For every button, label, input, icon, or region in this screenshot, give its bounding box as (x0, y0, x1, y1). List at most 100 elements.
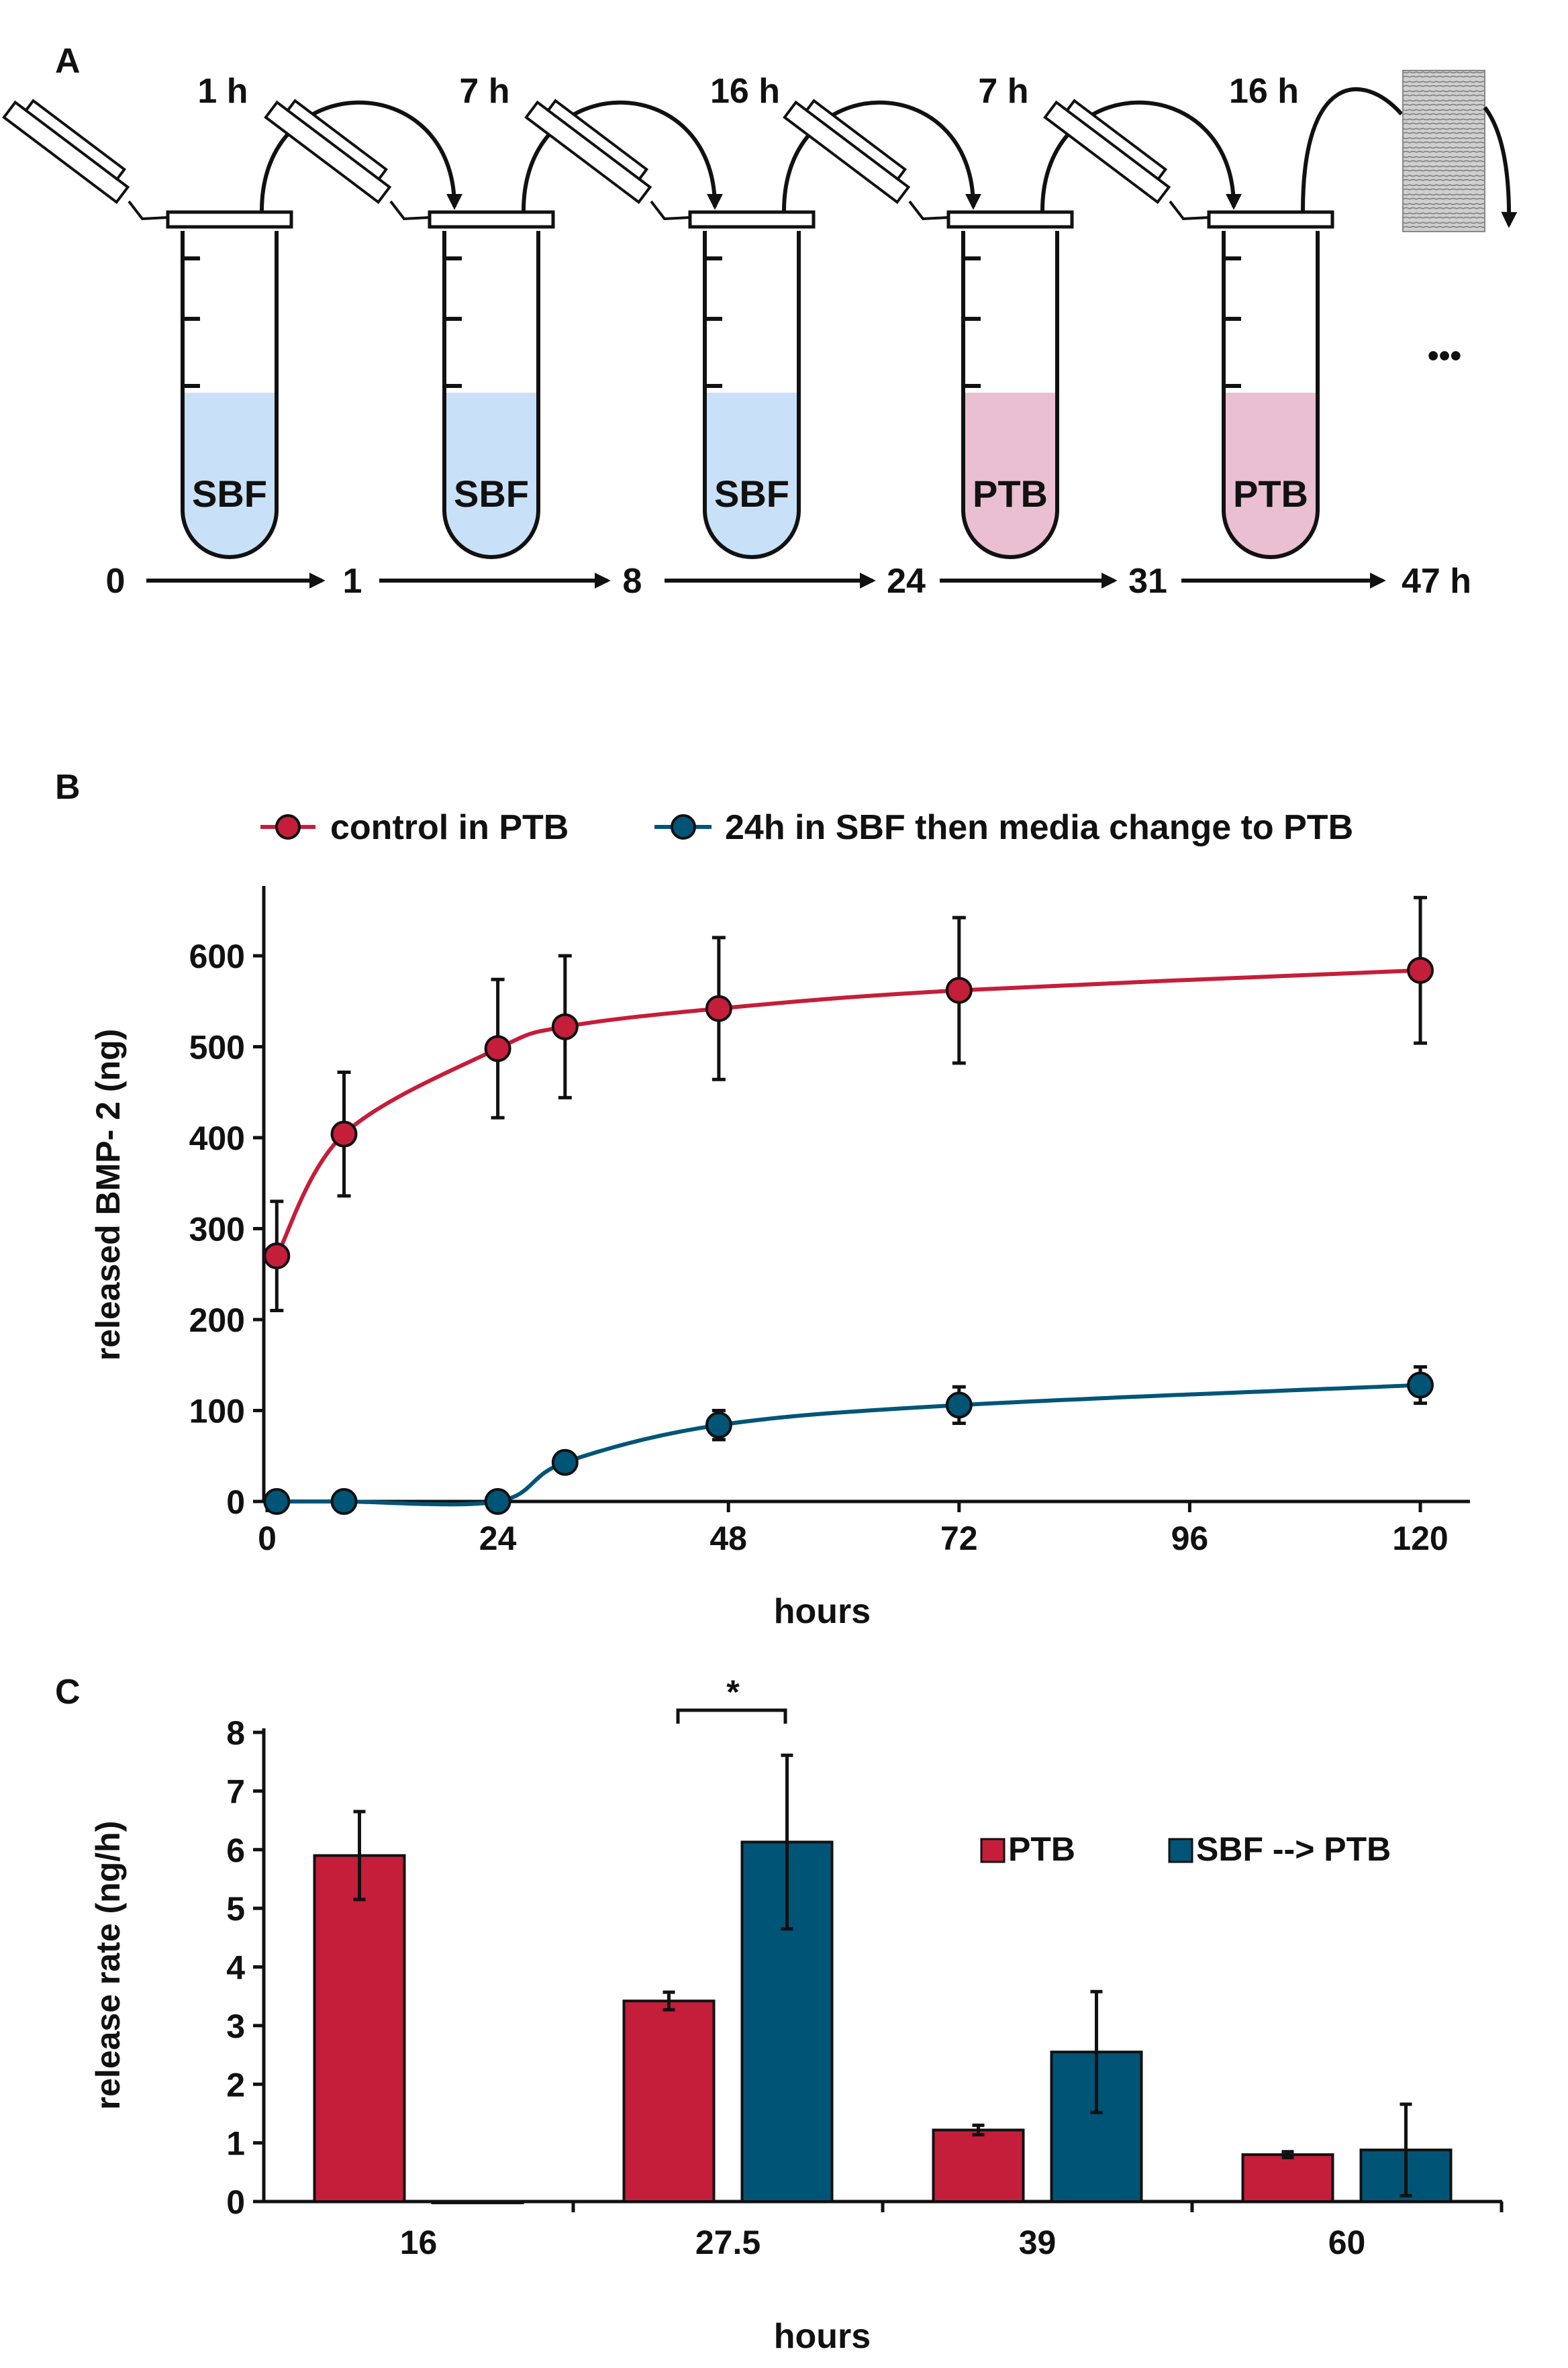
lid-hinge (128, 200, 168, 221)
significance-star: * (726, 1673, 740, 1711)
panel-b-label: B (55, 768, 81, 807)
c-y-tick-label: 3 (226, 2008, 245, 2045)
lid-hinge (650, 200, 691, 221)
tube-lid (2, 99, 130, 204)
c-y-tick-label: 4 (226, 1949, 245, 1987)
tube-body (181, 231, 279, 559)
b-data-point (330, 1488, 358, 1515)
tube-body (442, 231, 540, 559)
timeline-label: 24 (887, 562, 926, 601)
tube-liquid (1224, 393, 1318, 557)
duration-label: 1 h (197, 72, 248, 111)
ellipsis-text: ••• (1428, 338, 1461, 374)
panel-c: C 0 1 2 3 4 5 6 7 8 16 27.5 39 60 * PTB SBF --> PTB… (55, 1673, 1504, 2356)
transfer-arrow (522, 100, 723, 211)
tube-rim (166, 210, 293, 229)
tube-rim (688, 210, 816, 229)
b-data-point (330, 1120, 358, 1148)
lid-hinge (389, 200, 430, 221)
c-x-tick-label: 27.5 (695, 2224, 761, 2261)
timeline-label: 31 (1128, 562, 1167, 601)
tube-body (703, 231, 801, 559)
legend-b: control in PTB 24h in SBF then media cha… (260, 808, 1353, 847)
b-y-tick-label: 300 (189, 1211, 245, 1248)
b-plot-area (263, 895, 1434, 1515)
b-x-axis-title: hours (774, 1592, 871, 1631)
panel-a: A SBF 1 h SBF 7 h SBF 16 h PTB 7 h PTB 16 h 0 1 8 24… (2, 42, 1518, 601)
c-bar (313, 1854, 406, 2204)
c-bar (1241, 2153, 1334, 2204)
legend-ptb-label: PTB (1008, 1830, 1075, 1868)
tube-liquid (183, 393, 277, 557)
legend-control-marker (275, 814, 301, 840)
legend-sbf-label: 24h in SBF then media change to PTB (725, 808, 1353, 847)
timeline: 0 1 8 24 31 47 h (106, 562, 1471, 601)
transfer-arrow (1040, 100, 1242, 211)
legend-control-label: control in PTB (330, 808, 569, 847)
b-data-point (705, 995, 732, 1022)
tube-2: SBF 7 h (264, 72, 723, 559)
legend-c: PTB SBF --> PTB (980, 1830, 1391, 1868)
b-data-point (551, 1448, 579, 1476)
c-bar (431, 2200, 524, 2204)
c-x-tick-label: 60 (1328, 2224, 1366, 2261)
c-y-tick-label: 0 (226, 2183, 245, 2221)
tube-liquid (444, 393, 538, 557)
scaffold-image (1402, 70, 1485, 232)
c-y-axis-title: release rate (ng/h) (89, 1821, 127, 2110)
b-data-point (705, 1412, 732, 1439)
c-x-tick-label: 16 (400, 2224, 438, 2261)
tube-medium-label: PTB (1233, 473, 1308, 515)
legend-sbf-ptb-swatch (1168, 1838, 1193, 1863)
b-data-point (263, 1488, 291, 1515)
legend-sbf-ptb-label: SBF --> PTB (1196, 1830, 1391, 1868)
tube-body (961, 231, 1059, 559)
c-y-tick-label: 2 (226, 2066, 245, 2104)
tube-4: PTB 7 h (783, 72, 1242, 559)
timeline-label: 8 (623, 562, 642, 601)
c-y-tick-label: 1 (226, 2125, 245, 2163)
transfer-arrow (1301, 87, 1404, 211)
b-x-ticks: 0 24 48 72 96 120 (258, 1501, 1449, 1557)
b-data-point (1407, 956, 1434, 984)
panel-c-label: C (55, 1673, 81, 1712)
timeline-label: 0 (106, 562, 126, 601)
tube-1: SBF 1 h (2, 72, 462, 559)
tube-liquid (705, 393, 799, 557)
tube-lid (1043, 99, 1171, 204)
c-bars (313, 1753, 1453, 2204)
tube-rim (428, 210, 555, 229)
tube-body (1222, 231, 1320, 559)
tube-5: PTB 16 h (1043, 72, 1404, 559)
lid-hinge (1169, 200, 1210, 221)
tube-medium-label: SBF (454, 473, 529, 515)
b-data-point (484, 1488, 511, 1515)
transfer-arrow (260, 100, 462, 211)
b-y-axis-title: released BMP- 2 (ng) (89, 1029, 127, 1361)
b-y-tick-label: 100 (189, 1393, 245, 1430)
tube-rim (1207, 210, 1334, 229)
tube-sequence: SBF 1 h SBF 7 h SBF 16 h PTB 7 h PTB 16 h (2, 72, 1404, 559)
b-x-tick-label: 0 (258, 1520, 277, 1557)
tube-3: SBF 16 h (524, 72, 981, 559)
scaffold-exit-arrow (1483, 106, 1518, 228)
duration-label: 16 h (1229, 72, 1299, 111)
b-y-ticks: 0 100 200 300 400 500 600 (189, 938, 264, 1521)
b-series-1 (263, 895, 1434, 1312)
b-x-tick-label: 120 (1392, 1520, 1448, 1557)
c-y-tick-label: 7 (226, 1773, 245, 1810)
tube-lid (783, 99, 911, 204)
duration-label: 16 h (710, 72, 780, 111)
b-series-line (275, 968, 1421, 1257)
c-bar (622, 2000, 716, 2203)
b-data-point (945, 1391, 973, 1419)
c-bar (932, 2128, 1025, 2204)
timeline-label: 47 h (1402, 562, 1471, 601)
duration-label: 7 h (978, 72, 1028, 111)
tube-liquid (963, 393, 1057, 557)
b-y-tick-label: 400 (189, 1120, 245, 1157)
b-x-tick-label: 96 (1171, 1520, 1209, 1557)
b-x-tick-label: 48 (709, 1520, 747, 1557)
b-data-point (263, 1242, 291, 1270)
b-series-line (277, 1383, 1421, 1507)
